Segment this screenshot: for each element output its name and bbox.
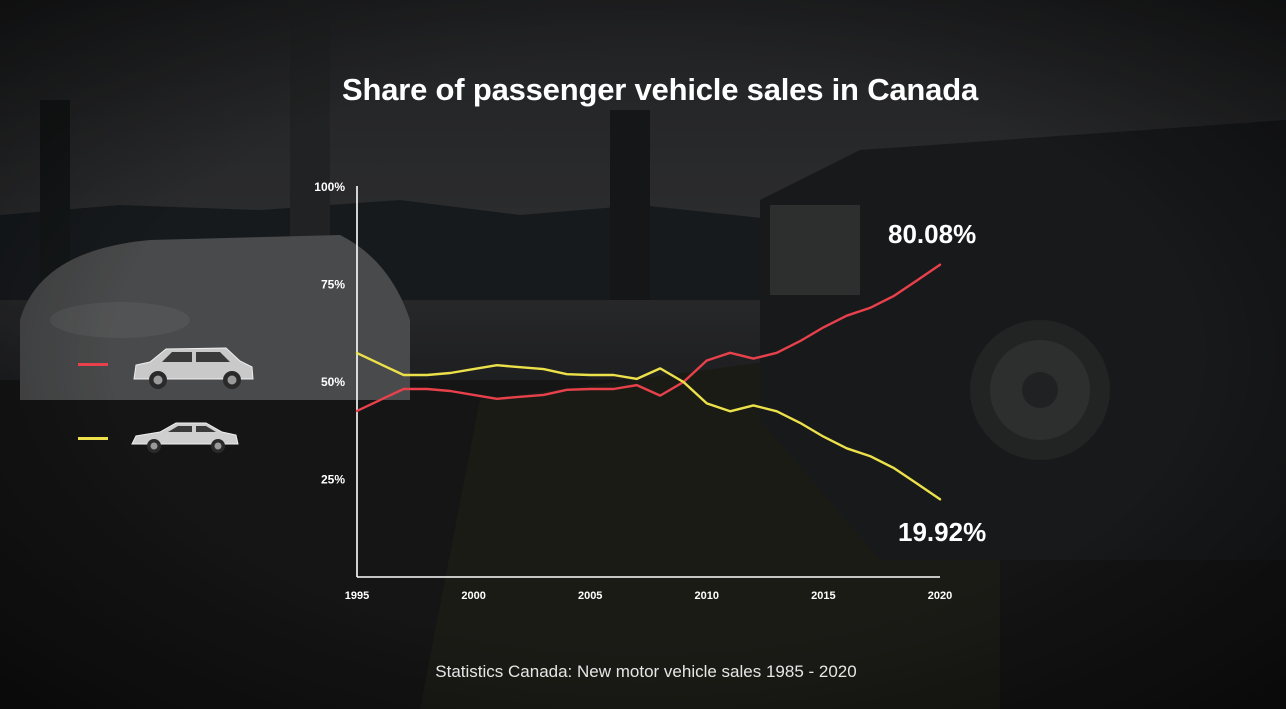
x-tick-label: 1995 [345,590,369,602]
x-tick-label: 2000 [461,590,485,602]
x-tick-label: 2020 [928,590,952,602]
x-tick-label: 2015 [811,590,835,602]
y-tick-label: 100% [314,180,345,194]
chart-source: Statistics Canada: New motor vehicle sal… [435,662,857,681]
x-tick-label: 2010 [695,590,719,602]
y-tick-label: 25% [321,473,345,487]
suv-end-label: 80.08% [888,218,977,249]
sedan-car-icon [131,422,239,453]
y-tick-label: 75% [321,278,345,292]
sedan-end-label: 19.92% [898,517,987,548]
x-tick-label: 2005 [578,590,602,602]
y-tick-label: 50% [321,375,345,389]
chart-title: Share of passenger vehicle sales in Cana… [341,72,978,107]
sedan-legend-swatch [78,437,108,440]
series-line-suv [355,263,942,413]
series-line-sedan [355,351,942,501]
suv-car-icon [133,347,254,389]
suv-legend-swatch [78,363,108,366]
